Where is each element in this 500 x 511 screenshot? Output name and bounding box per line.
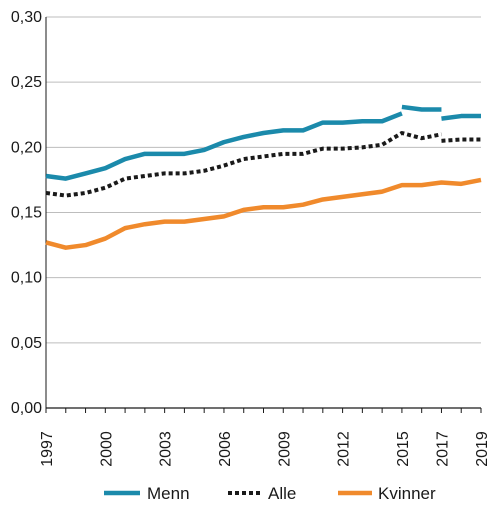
x-tick-label: 2000	[98, 431, 115, 467]
x-tick-label: 2012	[336, 431, 353, 467]
x-tick-label: 2006	[217, 431, 234, 467]
y-tick-label: 0,05	[11, 335, 42, 352]
legend-label-alle: Alle	[268, 484, 296, 503]
series-line-menn	[441, 113, 481, 121]
y-tick-label: 0,25	[11, 74, 42, 91]
x-tick-label: 2009	[276, 431, 293, 467]
y-tick-label: 0,20	[11, 139, 42, 156]
y-tick-label: 0,10	[11, 270, 42, 287]
legend-label-kvinner: Kvinner	[378, 484, 436, 503]
x-tick-label: 2015	[395, 431, 412, 467]
series-line-menn	[45, 111, 403, 181]
y-tick-label: 0,15	[11, 205, 42, 222]
legend: Menn Alle Kvinner	[104, 484, 436, 503]
series-line-menn	[401, 104, 442, 112]
y-tick-label: 0,30	[11, 9, 42, 26]
gridlines	[46, 16, 481, 344]
axes: 0,00 0,05 0,10 0,15 0,20 0,25 0,30 1997 2000 2003…	[11, 9, 491, 467]
x-tick-label: 2017	[434, 431, 451, 467]
legend-label-menn: Menn	[147, 484, 190, 503]
y-tick-label: 0,00	[11, 400, 42, 417]
series-line-alle	[45, 131, 442, 198]
series-line-kvinner	[45, 177, 482, 250]
x-tick-label: 1997	[39, 431, 56, 467]
series-lines	[45, 104, 482, 250]
series-line-alle	[441, 137, 481, 143]
x-tick-label: 2019	[474, 431, 491, 467]
x-tick-label: 2003	[158, 431, 175, 467]
